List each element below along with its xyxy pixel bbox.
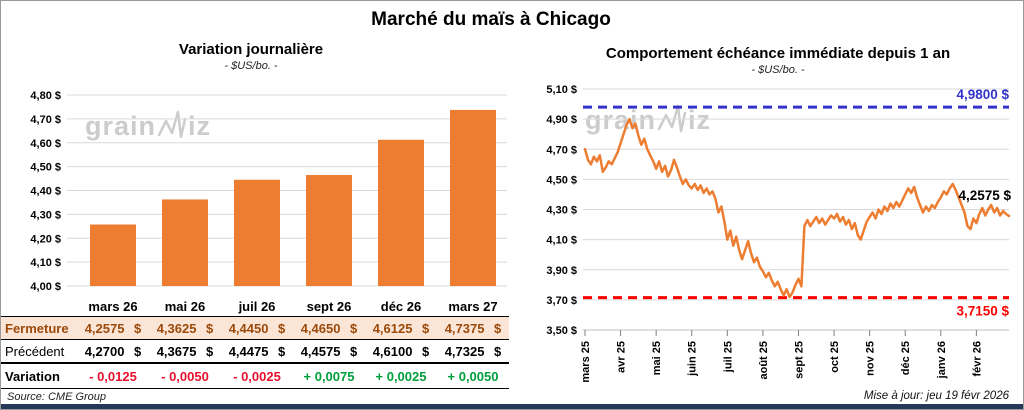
previous-value: 4,3675 $: [156, 343, 214, 359]
y-tick-label: 4,90 $: [546, 114, 577, 126]
x-tick-label: sept 25: [793, 341, 805, 379]
previous-value: 4,4575 $: [300, 343, 358, 359]
quotes-table: mars 26 mai 26 juil 26 sept 26 déc 26 ma…: [1, 296, 509, 389]
bar-3: [306, 174, 352, 286]
column-header: mars 27: [448, 298, 498, 314]
y-tick-label: 4,30 $: [30, 209, 61, 221]
column-header: mars 26: [88, 298, 138, 314]
table-header-row: mars 26 mai 26 juil 26 sept 26 déc 26 ma…: [1, 296, 509, 317]
variation-value: + 0,0025: [375, 368, 427, 384]
y-tick-label: 4,50 $: [30, 162, 61, 174]
close-value: 4,4450 $: [228, 320, 286, 336]
close-value: 4,7375 $: [444, 320, 502, 336]
bar-4: [378, 139, 424, 286]
previous-value: 4,4475 $: [228, 343, 286, 359]
x-tick-label: oct 25: [829, 341, 841, 373]
x-tick-label: nov 25: [865, 341, 877, 376]
x-tick-label: juil 25: [722, 341, 734, 373]
y-tick-label: 4,20 $: [30, 233, 61, 245]
close-value: 4,4650 $: [300, 320, 358, 336]
y-tick-label: 3,90 $: [546, 265, 577, 277]
low-value-label: 3,7150 $: [956, 304, 1009, 319]
table-row-precedent: Précédent 4,2700 $ 4,3675 $ 4,4475 $ 4,4…: [1, 340, 509, 364]
y-tick-label: 4,30 $: [546, 205, 577, 217]
y-tick-label: 5,10 $: [546, 84, 577, 96]
x-tick-label: mars 25: [580, 341, 592, 383]
column-header: déc 26: [380, 298, 422, 314]
bar-0: [90, 224, 136, 286]
front-month-line-chart: 3,50 $ 3,70 $ 3,90 $ 4,10 $ 4,30 $ 4,50 $ 4,70…: [546, 84, 1011, 383]
y-tick-label: 4,50 $: [546, 174, 577, 186]
x-tick-label: mai 25: [651, 341, 663, 375]
bottom-accent-strip: [1, 404, 1023, 409]
y-tick-label: 4,10 $: [30, 257, 61, 269]
x-tick-label: déc 25: [900, 341, 912, 375]
bar-2: [234, 179, 280, 286]
row-label: Variation: [5, 368, 60, 384]
grainwiz-logo-icon: [157, 110, 187, 139]
watermark-text-post: iz: [188, 110, 212, 141]
y-tick-label: 4,80 $: [30, 90, 61, 102]
close-value: 4,2575 $: [84, 320, 142, 336]
y-tick-label: 4,70 $: [30, 114, 61, 126]
y-tick-label: 4,60 $: [30, 138, 61, 150]
close-value: 4,3625 $: [156, 320, 214, 336]
update-note: Mise à jour: jeu 19 févr 2026: [863, 390, 1009, 402]
daily-variation-bar-chart: 4,00 $ 4,10 $ 4,20 $ 4,30 $ 4,40 $ 4,50 $ 4,60…: [30, 90, 507, 293]
grainwiz-watermark: grain iz: [85, 109, 211, 143]
y-tick-label: 4,70 $: [546, 144, 577, 156]
y-tick-label: 4,10 $: [546, 235, 577, 247]
x-tick-label: juin 25: [687, 341, 699, 377]
watermark-text-pre: grain: [85, 110, 157, 141]
variation-value: - 0,0050: [161, 368, 209, 384]
y-tick-label: 3,70 $: [546, 295, 577, 307]
row-label: Précédent: [5, 343, 65, 359]
previous-value: 4,2700 $: [84, 343, 142, 359]
previous-value: 4,6100 $: [372, 343, 430, 359]
column-header: mai 26: [164, 298, 206, 314]
previous-value: 4,7325 $: [444, 343, 502, 359]
line-chart-title: Comportement échéance immédiate depuis 1…: [605, 45, 951, 62]
bar-chart-unit: - $US/bo. -: [224, 60, 278, 72]
table-row-variation: Variation - 0,0125 - 0,0050 - 0,0025 + 0…: [1, 364, 509, 389]
column-header: sept 26: [306, 298, 352, 314]
page-title: Marché du maïs à Chicago: [371, 9, 611, 30]
last-value-label: 4,2575 $: [958, 188, 1011, 203]
y-tick-label: 3,50 $: [546, 325, 577, 337]
variation-value: - 0,0125: [89, 368, 137, 384]
price-line: [583, 117, 1011, 299]
line-chart-unit: - $US/bo. -: [751, 64, 805, 76]
y-tick-label: 4,00 $: [30, 281, 61, 293]
variation-value: + 0,0075: [303, 368, 355, 384]
bar-1: [162, 199, 208, 286]
row-label: Fermeture: [5, 320, 69, 336]
source-note: Source: CME Group: [7, 391, 107, 403]
x-tick-label: janv 26: [936, 341, 948, 379]
table-row-fermeture: Fermeture 4,2575 $ 4,3625 $ 4,4450 $ 4,4…: [1, 317, 509, 340]
variation-value: - 0,0025: [233, 368, 281, 384]
grainwiz-logo-icon: [657, 104, 687, 133]
close-value: 4,6125 $: [372, 320, 430, 336]
high-value-label: 4,9800 $: [956, 87, 1009, 102]
x-tick-label: août 25: [758, 341, 770, 380]
bar-chart-title: Variation journalière: [178, 41, 324, 58]
x-tick-label: avr 25: [616, 341, 628, 373]
bar-5: [450, 109, 496, 286]
x-tick-label: févr 26: [971, 341, 983, 376]
column-header: juil 26: [238, 298, 276, 314]
y-tick-label: 4,40 $: [30, 186, 61, 198]
variation-value: + 0,0050: [447, 368, 499, 384]
